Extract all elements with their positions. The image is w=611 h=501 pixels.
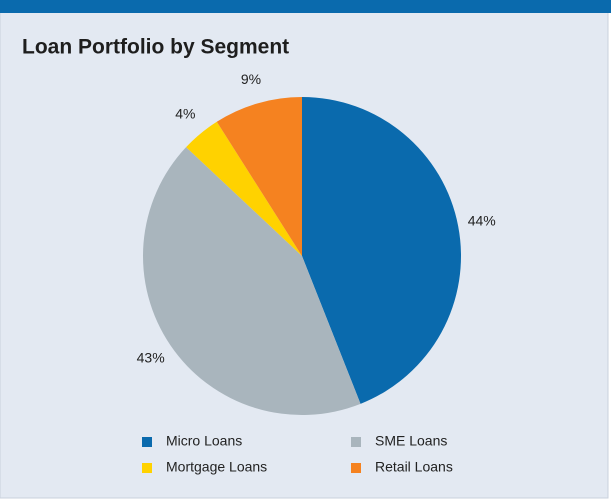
top-bar [0,0,611,13]
pie-slice [216,97,302,256]
data-label: 9% [241,71,261,87]
legend-marker [351,463,361,473]
data-label: 43% [137,350,165,366]
legend-label: SME Loans [375,433,447,449]
legend-label: Micro Loans [166,433,242,449]
pie-slice [302,97,462,404]
legend-label: Mortgage Loans [166,459,267,475]
data-label: 44% [468,212,496,228]
legend-marker [142,437,152,447]
pie-slice [143,147,361,415]
legend-label: Retail Loans [375,459,453,475]
legend-marker [142,463,152,473]
data-label: 4% [175,106,195,122]
chart-title: Loan Portfolio by Segment [22,36,289,59]
pie-slice [186,121,302,256]
legend-marker [351,437,361,447]
